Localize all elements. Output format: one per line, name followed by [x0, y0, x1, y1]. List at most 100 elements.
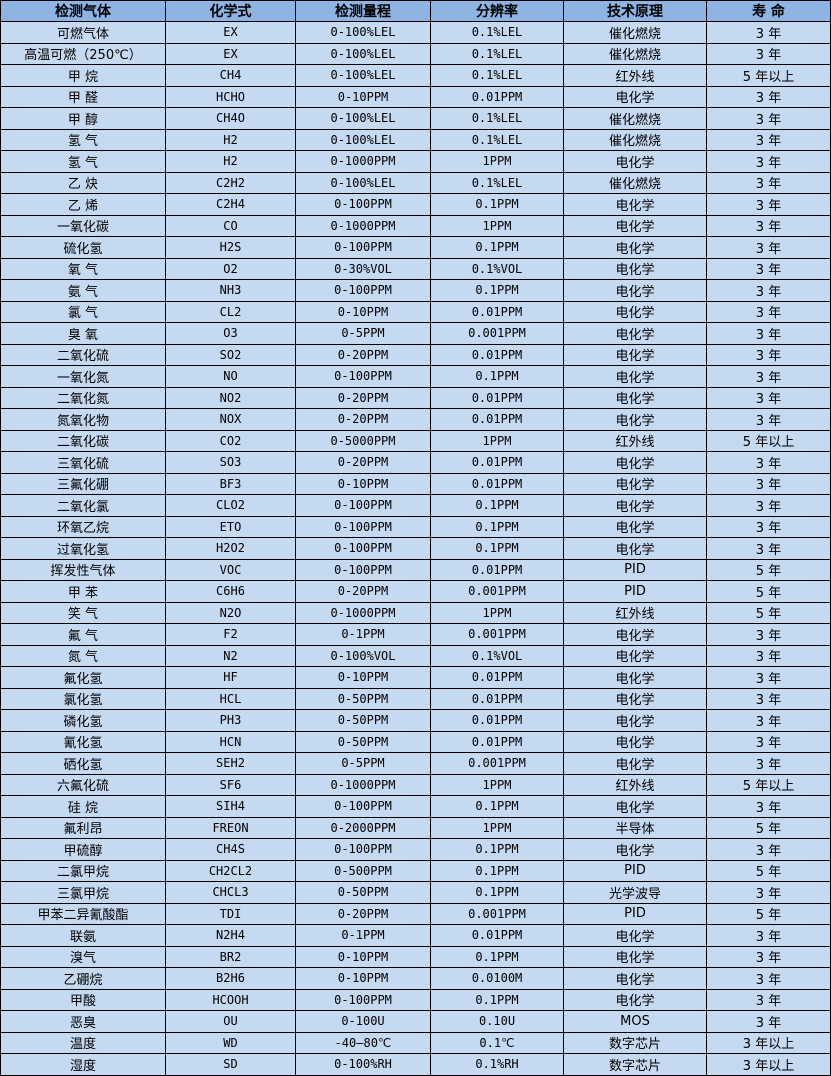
cell-gas: 甲酸 — [0, 988, 166, 1011]
cell-range: 0-100%LEL — [295, 128, 431, 151]
cell-principle: 电化学 — [563, 408, 707, 431]
cell-gas: 氟化氢 — [0, 666, 166, 689]
cell-formula: C2H2 — [165, 171, 296, 194]
cell-principle: 光学波导 — [563, 881, 707, 904]
cell-resolution: 0.01PPM — [430, 666, 564, 689]
table-row: 笑 气 N2O 0-1000PPM 1PPM 红外线 5 年 — [0, 601, 831, 624]
header-principle: 技术原理 — [563, 0, 707, 22]
cell-gas: 乙 炔 — [0, 171, 166, 194]
cell-principle: 数字芯片 — [563, 1031, 707, 1054]
cell-resolution: 0.001PPM — [430, 902, 564, 925]
cell-gas: 氨 气 — [0, 279, 166, 302]
cell-principle: PID — [563, 902, 707, 925]
cell-range: 0-2000PPM — [295, 816, 431, 839]
cell-principle: 催化燃烧 — [563, 42, 707, 65]
cell-range: 0-100PPM — [295, 494, 431, 517]
cell-lifespan: 3 年 — [706, 343, 831, 366]
cell-gas: 二氧化氯 — [0, 494, 166, 517]
cell-formula: CHCL3 — [165, 881, 296, 904]
cell-lifespan: 3 年 — [706, 214, 831, 237]
cell-resolution: 0.01PPM — [430, 472, 564, 495]
cell-gas: 温度 — [0, 1031, 166, 1054]
table-body: 可燃气体 EX 0-100%LEL 0.1%LEL 催化燃烧 3 年高温可燃（250℃） E… — [0, 21, 831, 1076]
cell-resolution: 0.0100M — [430, 967, 564, 990]
cell-lifespan: 3 年 — [706, 730, 831, 753]
cell-formula: EX — [165, 42, 296, 65]
cell-principle: 红外线 — [563, 773, 707, 796]
cell-principle: PID — [563, 859, 707, 882]
cell-resolution: 0.01PPM — [430, 924, 564, 947]
cell-range: 0-10PPM — [295, 300, 431, 323]
cell-gas: 高温可燃（250℃） — [0, 42, 166, 65]
cell-range: 0-10PPM — [295, 945, 431, 968]
cell-lifespan: 3 年 — [706, 257, 831, 280]
cell-resolution: 0.1%LEL — [430, 42, 564, 65]
cell-range: 0-30%VOL — [295, 257, 431, 280]
cell-lifespan: 5 年 — [706, 859, 831, 882]
cell-gas: 三氯甲烷 — [0, 881, 166, 904]
cell-lifespan: 3 年以上 — [706, 1031, 831, 1054]
table-row: 磷化氢 PH3 0-50PPM 0.01PPM 电化学 3 年 — [0, 709, 831, 732]
cell-resolution: 0.1PPM — [430, 881, 564, 904]
cell-principle: 电化学 — [563, 623, 707, 646]
cell-range: 0-50PPM — [295, 881, 431, 904]
cell-formula: EX — [165, 21, 296, 44]
table-row: 溴气 BR2 0-10PPM 0.1PPM 电化学 3 年 — [0, 945, 831, 968]
table-row: 一氧化碳 CO 0-1000PPM 1PPM 电化学 3 年 — [0, 214, 831, 237]
cell-range: 0-1000PPM — [295, 773, 431, 796]
cell-gas: 环氧乙烷 — [0, 515, 166, 538]
cell-gas: 一氧化碳 — [0, 214, 166, 237]
cell-lifespan: 3 年 — [706, 1010, 831, 1033]
cell-resolution: 0.1PPM — [430, 236, 564, 259]
cell-formula: FREON — [165, 816, 296, 839]
cell-resolution: 0.1%RH — [430, 1053, 564, 1076]
cell-resolution: 0.1PPM — [430, 838, 564, 861]
cell-lifespan: 5 年 — [706, 558, 831, 581]
cell-formula: ETO — [165, 515, 296, 538]
table-row: 硅 烷 SIH4 0-100PPM 0.1PPM 电化学 3 年 — [0, 795, 831, 818]
cell-formula: HCN — [165, 730, 296, 753]
cell-formula: HF — [165, 666, 296, 689]
cell-formula: CO — [165, 214, 296, 237]
cell-gas: 甲 烷 — [0, 64, 166, 87]
cell-lifespan: 3 年 — [706, 42, 831, 65]
cell-principle: 电化学 — [563, 214, 707, 237]
header-resolution: 分辨率 — [430, 0, 564, 22]
cell-lifespan: 3 年 — [706, 236, 831, 259]
table-row: 氨 气 NH3 0-100PPM 0.1PPM 电化学 3 年 — [0, 279, 831, 302]
cell-range: 0-100PPM — [295, 279, 431, 302]
table-row: 三氯甲烷 CHCL3 0-50PPM 0.1PPM 光学波导 3 年 — [0, 881, 831, 904]
cell-lifespan: 3 年以上 — [706, 1053, 831, 1076]
cell-lifespan: 3 年 — [706, 171, 831, 194]
cell-range: 0-100%LEL — [295, 171, 431, 194]
cell-gas: 氰化氢 — [0, 730, 166, 753]
table-row: 湿度 SD 0-100%RH 0.1%RH 数字芯片 3 年以上 — [0, 1053, 831, 1076]
cell-principle: 红外线 — [563, 601, 707, 624]
cell-range: 0-20PPM — [295, 408, 431, 431]
cell-range: 0-10PPM — [295, 967, 431, 990]
cell-resolution: 0.1PPM — [430, 988, 564, 1011]
cell-resolution: 0.01PPM — [430, 85, 564, 108]
table-row: 氟化氢 HF 0-10PPM 0.01PPM 电化学 3 年 — [0, 666, 831, 689]
cell-formula: CH4S — [165, 838, 296, 861]
table-row: 氟 气 F2 0-1PPM 0.001PPM 电化学 3 年 — [0, 623, 831, 646]
cell-lifespan: 3 年 — [706, 644, 831, 667]
cell-gas: 一氧化氮 — [0, 365, 166, 388]
cell-resolution: 0.001PPM — [430, 322, 564, 345]
cell-resolution: 0.1PPM — [430, 494, 564, 517]
cell-lifespan: 3 年 — [706, 279, 831, 302]
cell-principle: 电化学 — [563, 515, 707, 538]
table-row: 甲 醇 CH4O 0-100%LEL 0.1%LEL 催化燃烧 3 年 — [0, 107, 831, 130]
cell-range: 0-50PPM — [295, 709, 431, 732]
cell-principle: MOS — [563, 1010, 707, 1033]
cell-range: 0-1000PPM — [295, 214, 431, 237]
cell-gas: 二氧化硫 — [0, 343, 166, 366]
cell-lifespan: 3 年 — [706, 386, 831, 409]
cell-principle: 电化学 — [563, 644, 707, 667]
cell-formula: H2 — [165, 150, 296, 173]
table-row: 联氨 N2H4 0-1PPM 0.01PPM 电化学 3 年 — [0, 924, 831, 947]
cell-formula: N2 — [165, 644, 296, 667]
cell-resolution: 0.1PPM — [430, 279, 564, 302]
table-row: 氢 气 H2 0-100%LEL 0.1%LEL 催化燃烧 3 年 — [0, 128, 831, 151]
cell-formula: WD — [165, 1031, 296, 1054]
